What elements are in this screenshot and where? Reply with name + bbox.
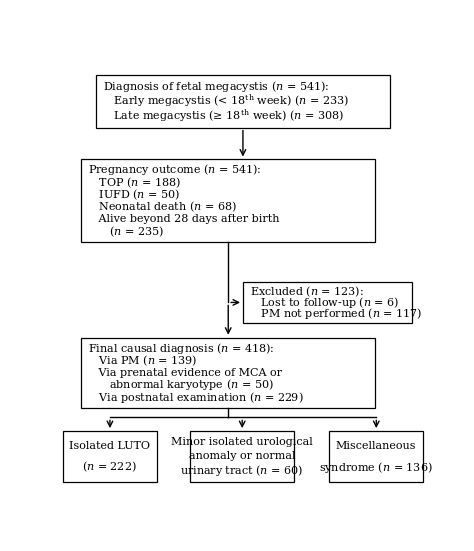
Text: Final causal diagnosis ($n$ = 418):: Final causal diagnosis ($n$ = 418): bbox=[88, 341, 274, 355]
Text: TOP ($n$ = 188): TOP ($n$ = 188) bbox=[88, 175, 181, 190]
Text: Neonatal death ($n$ = 68): Neonatal death ($n$ = 68) bbox=[88, 200, 237, 214]
Text: Via PM ($n$ = 139): Via PM ($n$ = 139) bbox=[88, 353, 197, 368]
Text: syndrome ($n$ = 136): syndrome ($n$ = 136) bbox=[319, 460, 433, 474]
Text: PM not performed ($n$ = 117): PM not performed ($n$ = 117) bbox=[249, 306, 422, 321]
Bar bbox=[96, 74, 390, 128]
Text: ($n$ = 222): ($n$ = 222) bbox=[82, 460, 137, 474]
Bar bbox=[82, 159, 375, 242]
Text: Isolated LUTO: Isolated LUTO bbox=[69, 441, 150, 451]
Text: Via postnatal examination ($n$ = 229): Via postnatal examination ($n$ = 229) bbox=[88, 390, 303, 405]
Text: Via prenatal evidence of MCA or: Via prenatal evidence of MCA or bbox=[88, 368, 282, 377]
Text: Excluded ($n$ = 123):: Excluded ($n$ = 123): bbox=[249, 285, 364, 299]
Text: abnormal karyotype ($n$ = 50): abnormal karyotype ($n$ = 50) bbox=[88, 377, 273, 392]
Text: Lost to follow-up ($n$ = 6): Lost to follow-up ($n$ = 6) bbox=[249, 295, 399, 310]
Bar bbox=[329, 431, 423, 482]
Text: Pregnancy outcome ($n$ = 541):: Pregnancy outcome ($n$ = 541): bbox=[88, 163, 262, 177]
Text: Miscellaneous: Miscellaneous bbox=[336, 441, 416, 451]
Text: anomaly or normal: anomaly or normal bbox=[189, 451, 295, 461]
Text: Minor isolated urological: Minor isolated urological bbox=[171, 437, 313, 447]
Text: Diagnosis of fetal megacystis ($n$ = 541):: Diagnosis of fetal megacystis ($n$ = 541… bbox=[102, 79, 329, 94]
Bar bbox=[82, 338, 375, 408]
Text: urinary tract ($n$ = 60): urinary tract ($n$ = 60) bbox=[181, 463, 304, 478]
Text: Late megacystis (≥ 18$^{\mathrm{th}}$ week) ($n$ = 308): Late megacystis (≥ 18$^{\mathrm{th}}$ we… bbox=[102, 107, 344, 125]
Text: Alive beyond 28 days after birth: Alive beyond 28 days after birth bbox=[88, 214, 279, 224]
Text: ($n$ = 235): ($n$ = 235) bbox=[88, 224, 164, 239]
Text: IUFD ($n$ = 50): IUFD ($n$ = 50) bbox=[88, 187, 180, 202]
Text: Early megacystis (< 18$^{\mathrm{th}}$ week) ($n$ = 233): Early megacystis (< 18$^{\mathrm{th}}$ w… bbox=[102, 93, 348, 110]
Bar bbox=[190, 431, 294, 482]
Bar bbox=[63, 431, 156, 482]
Bar bbox=[243, 283, 412, 323]
